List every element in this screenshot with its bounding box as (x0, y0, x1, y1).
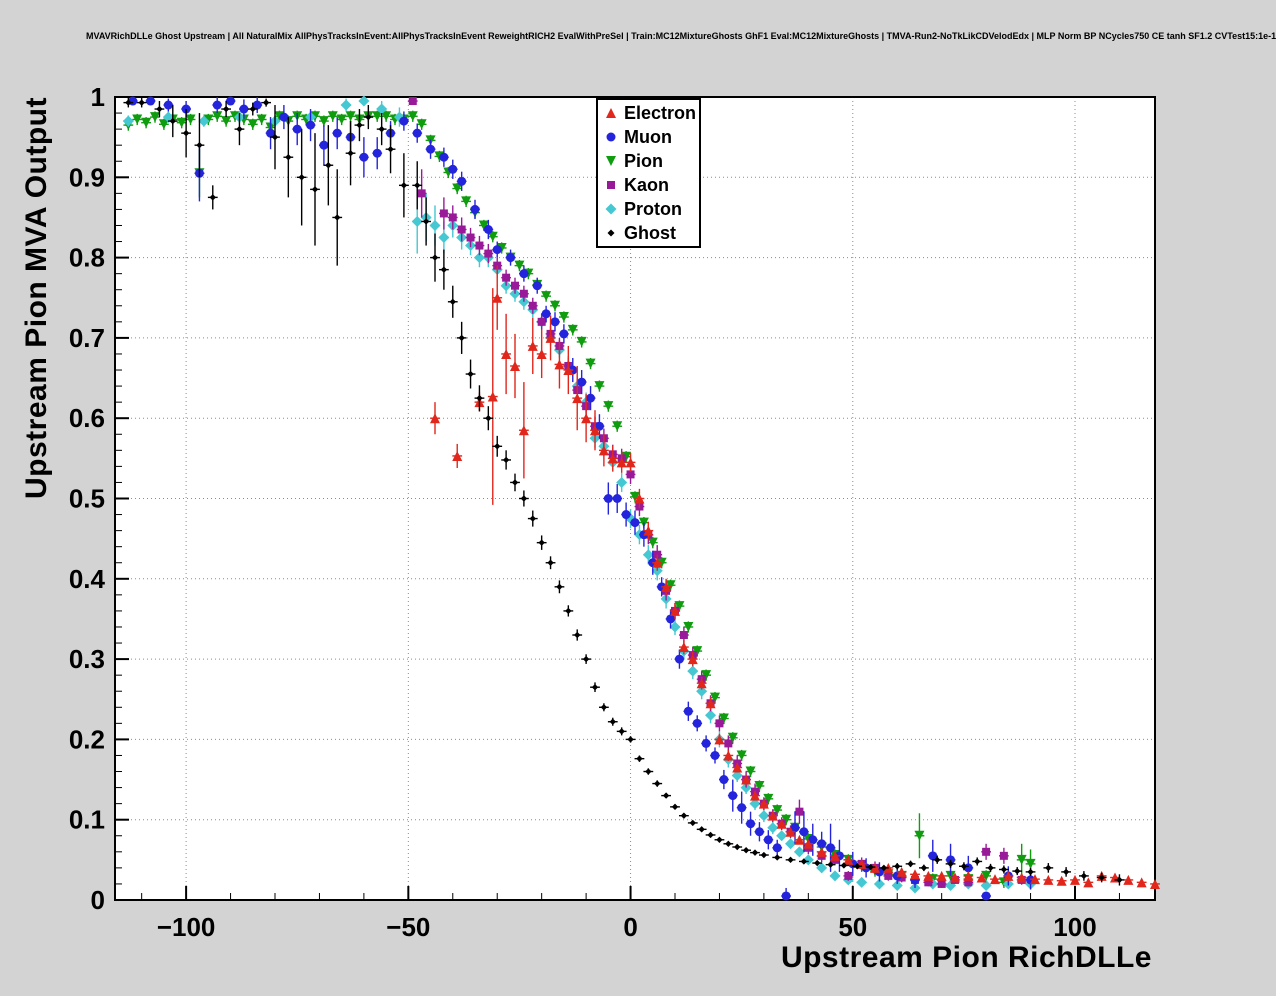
svg-text:0.8: 0.8 (69, 243, 105, 273)
svg-text:−50: −50 (386, 912, 430, 942)
axis-ticks (115, 96, 1120, 901)
svg-text:0.5: 0.5 (69, 484, 105, 514)
legend-item-proton: Proton (601, 197, 696, 221)
svg-text:0.4: 0.4 (69, 564, 106, 594)
pion-marker-icon (606, 156, 616, 166)
muon-marker-icon (606, 132, 616, 142)
svg-text:1: 1 (91, 82, 105, 112)
plot-title: MVAVRichDLLe Ghost Upstream | All Natura… (86, 31, 1276, 41)
legend: Electron Muon Pion Kaon Proton Ghost (596, 98, 702, 248)
legend-item-pion: Pion (601, 149, 696, 173)
series-pion (123, 110, 1036, 888)
electron-marker-icon (606, 108, 616, 118)
legend-label: Proton (624, 199, 682, 219)
legend-label: Muon (624, 127, 672, 147)
legend-label: Kaon (624, 175, 669, 195)
svg-text:0: 0 (91, 885, 105, 915)
svg-text:0.7: 0.7 (69, 323, 105, 353)
legend-label: Ghost (624, 223, 676, 243)
svg-text:50: 50 (838, 912, 867, 942)
legend-item-electron: Electron (601, 101, 696, 125)
svg-text:0.2: 0.2 (69, 724, 105, 754)
plot-frame (114, 96, 1156, 901)
svg-text:100: 100 (1053, 912, 1096, 942)
kaon-marker-icon (607, 181, 615, 189)
legend-item-muon: Muon (601, 125, 696, 149)
legend-label: Pion (624, 151, 663, 171)
svg-text:0.6: 0.6 (69, 403, 105, 433)
legend-item-kaon: Kaon (601, 173, 696, 197)
series-ghost (123, 97, 1125, 886)
svg-text:0.9: 0.9 (69, 162, 105, 192)
x-axis-title: Upstream Pion RichDLLe (780, 941, 1152, 974)
proton-marker-icon (605, 203, 617, 215)
svg-text:0.1: 0.1 (69, 805, 105, 835)
tick-labels: −100 −50 0 50 100 0 0.1 0.2 0.3 0.4 0.5 0.6 0.7 0.8 0.… (69, 82, 1097, 942)
legend-label: Electron (624, 103, 697, 123)
y-axis-title: Upstream Pion MVA Output (20, 97, 53, 499)
svg-text:0.3: 0.3 (69, 644, 105, 674)
ghost-marker-icon (607, 229, 615, 237)
svg-text:0: 0 (623, 912, 637, 942)
svg-text:−100: −100 (157, 912, 216, 942)
legend-item-ghost: Ghost (601, 221, 696, 245)
